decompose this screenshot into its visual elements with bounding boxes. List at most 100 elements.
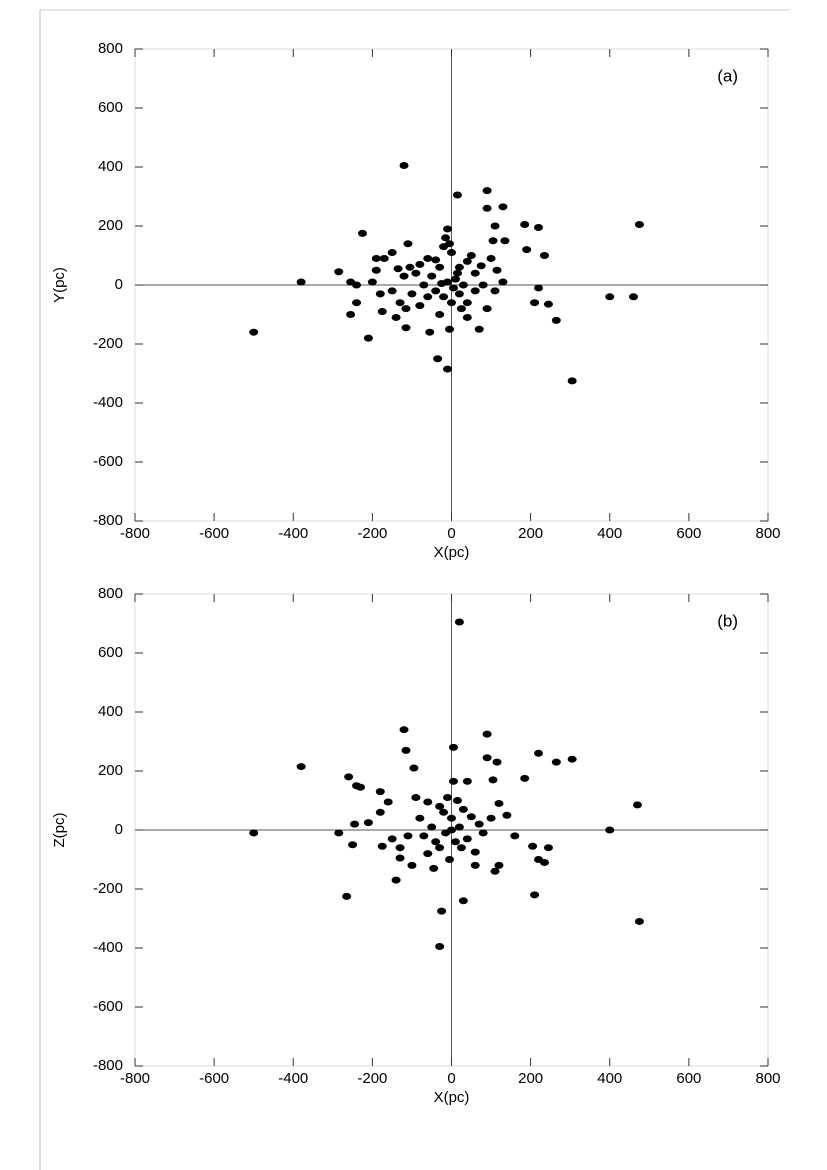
data-point [377, 308, 387, 316]
x-tick-label: 0 [447, 1070, 455, 1087]
y-tick-label: 200 [98, 217, 123, 234]
data-point [411, 269, 421, 277]
data-point [296, 278, 306, 286]
data-point [407, 861, 417, 869]
data-point [478, 281, 488, 289]
data-point [415, 814, 425, 822]
y-tick-label: -800 [93, 512, 123, 529]
data-point [534, 284, 544, 292]
data-point [383, 798, 393, 806]
data-point [411, 794, 421, 802]
data-point [377, 842, 387, 850]
data-point [431, 838, 441, 846]
data-point [350, 820, 360, 828]
data-point [486, 254, 496, 262]
data-point [466, 252, 476, 259]
data-point [551, 316, 561, 324]
data-point [448, 284, 458, 292]
data-point [439, 808, 449, 816]
data-point [486, 814, 496, 822]
data-point [249, 328, 259, 336]
data-point [500, 237, 510, 245]
data-point [510, 832, 520, 840]
data-point [419, 832, 429, 840]
x-tick-label: -400 [278, 525, 308, 542]
x-tick-label: 800 [755, 525, 780, 542]
data-point [470, 861, 480, 869]
data-point [494, 861, 504, 869]
data-point [445, 856, 455, 863]
data-point [375, 788, 385, 796]
data-point [530, 891, 540, 899]
data-point [344, 773, 354, 781]
data-point [425, 328, 435, 336]
data-point [522, 246, 532, 254]
x-tick-label: -400 [278, 1070, 308, 1087]
data-point [443, 794, 453, 802]
y-tick-label: -800 [93, 1057, 123, 1074]
data-point [357, 229, 367, 237]
x-tick-label: -600 [199, 1070, 229, 1087]
data-point [482, 204, 492, 212]
data-point [429, 864, 439, 872]
x-tick-label: -200 [357, 1070, 387, 1087]
y-tick-label: 600 [98, 99, 123, 116]
data-point [437, 280, 447, 288]
data-point [456, 844, 466, 852]
data-point [441, 234, 451, 242]
data-point [494, 799, 504, 807]
data-point [628, 293, 638, 301]
data-point [375, 808, 385, 816]
data-point [395, 854, 405, 862]
data-point [454, 618, 464, 626]
data-point [439, 293, 449, 301]
data-point [387, 835, 397, 843]
data-point [534, 749, 544, 757]
data-point [419, 281, 429, 289]
data-point [551, 758, 561, 766]
data-point [407, 290, 417, 298]
data-point [423, 798, 433, 806]
data-point [427, 823, 437, 831]
x-tick-label: 0 [447, 525, 455, 542]
data-point [498, 203, 508, 211]
y-tick-label: -400 [93, 394, 123, 411]
data-point [431, 256, 441, 264]
data-point [634, 221, 644, 229]
y-axis-label: Z(pc) [51, 813, 68, 848]
data-point [492, 758, 502, 766]
data-point [454, 290, 464, 298]
data-point [423, 850, 433, 858]
data-point [348, 841, 358, 849]
data-point [371, 266, 381, 274]
data-point [447, 299, 456, 307]
data-point [482, 730, 492, 738]
data-point [342, 892, 352, 900]
x-tick-label: -800 [120, 525, 150, 542]
data-point [433, 355, 443, 363]
y-tick-label: 400 [98, 158, 123, 175]
x-tick-label: 200 [518, 525, 543, 542]
data-point [470, 848, 480, 856]
data-point [539, 858, 549, 866]
panel-label: (b) [717, 611, 738, 630]
data-point [530, 299, 540, 307]
data-point [437, 907, 447, 915]
y-tick-label: -200 [93, 880, 123, 897]
data-point [375, 290, 385, 298]
data-point [490, 867, 500, 875]
data-point [423, 254, 433, 262]
y-tick-label: 800 [98, 585, 123, 602]
data-point [482, 305, 492, 313]
data-point [448, 743, 458, 751]
data-point [454, 823, 464, 831]
data-point [405, 263, 415, 271]
data-point [470, 269, 480, 277]
data-point [401, 305, 411, 313]
data-point [445, 325, 455, 333]
y-tick-label: 200 [98, 762, 123, 779]
data-point [452, 191, 462, 199]
data-point [458, 897, 468, 905]
data-point [478, 829, 488, 837]
data-point [387, 287, 397, 295]
